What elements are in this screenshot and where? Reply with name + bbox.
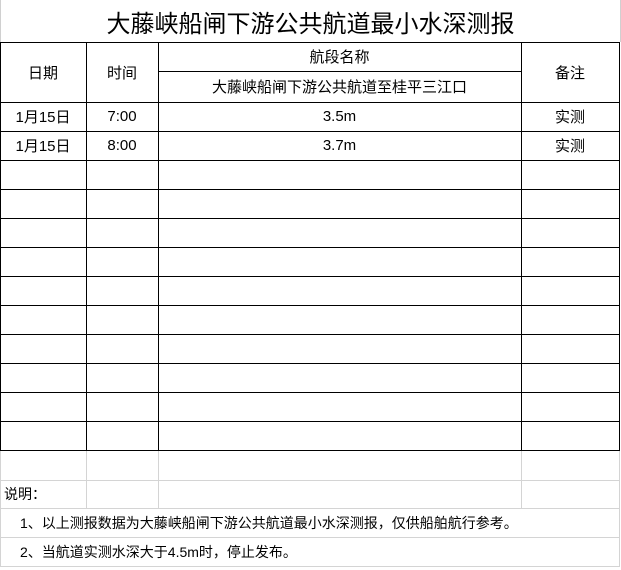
grid-line <box>0 392 620 393</box>
row-time: 8:00 <box>107 137 137 154</box>
grid-line <box>0 42 1 451</box>
notes-label: 说明： <box>4 486 46 502</box>
grid-line <box>158 451 159 508</box>
grid-line <box>0 276 620 277</box>
grid-line <box>0 247 620 248</box>
header-section-name: 大藤峡船闸下游公共航道至桂平三江口 <box>211 79 467 96</box>
grid-line <box>0 102 620 103</box>
grid-line <box>0 218 620 219</box>
row-time: 7:00 <box>107 108 137 125</box>
grid-line <box>0 160 620 161</box>
grid-line <box>619 451 620 567</box>
header-remark: 备注 <box>554 64 585 82</box>
row-remark: 实测 <box>554 109 585 126</box>
row-date: 1月15日 <box>15 109 71 126</box>
grid-line <box>0 42 620 43</box>
grid-line <box>158 71 521 72</box>
report-title: 大藤峡船闸下游公共航道最小水深测报 <box>0 0 621 42</box>
grid-line <box>0 566 620 567</box>
header-date: 日期 <box>27 64 58 82</box>
grid-line <box>0 363 620 364</box>
grid-line <box>0 131 620 132</box>
row-date: 1月15日 <box>15 138 71 155</box>
row-depth: 3.5m <box>322 108 357 125</box>
row-remark: 实测 <box>554 138 585 155</box>
grid-line <box>0 189 620 190</box>
header-time: 时间 <box>106 64 137 82</box>
header-section-label: 航段名称 <box>309 49 370 66</box>
grid-line <box>521 451 522 508</box>
grid-line <box>0 334 620 335</box>
grid-line <box>158 42 159 451</box>
grid-line <box>0 537 620 538</box>
grid-line <box>0 450 620 451</box>
grid-line <box>0 451 1 567</box>
grid-line <box>0 305 620 306</box>
row-depth: 3.7m <box>322 137 357 154</box>
grid-line <box>0 421 620 422</box>
grid-line <box>0 508 620 509</box>
grid-line <box>0 480 620 481</box>
note-item: 1、以上测报数据为大藤峡船闸下游公共航道最小水深测报，仅供船舶航行参考。 <box>20 514 518 531</box>
grid-line <box>521 42 522 451</box>
grid-line <box>86 451 87 508</box>
grid-line <box>86 42 87 451</box>
note-item: 2、当航道实测水深大于4.5m时，停止发布。 <box>20 543 297 560</box>
grid-line <box>619 42 620 451</box>
